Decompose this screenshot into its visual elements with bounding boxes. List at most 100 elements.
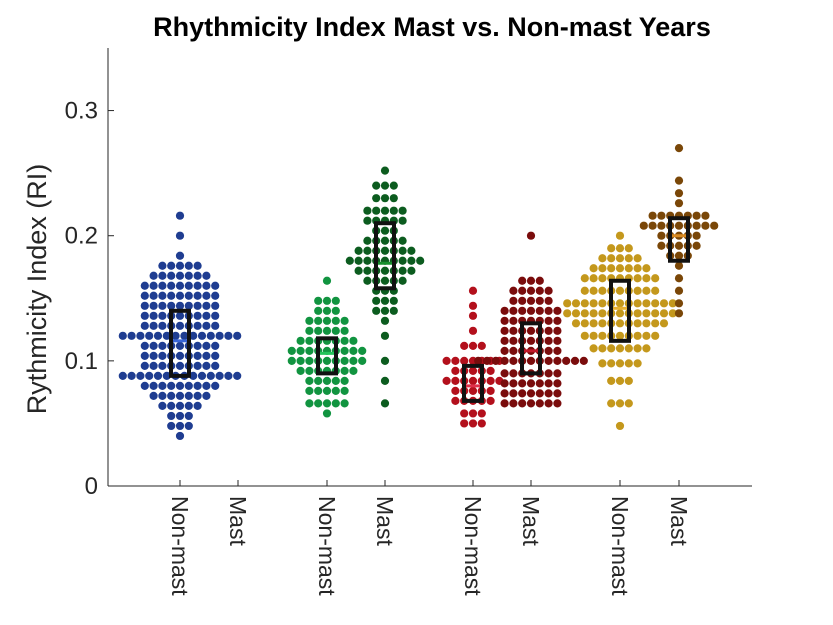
data-point [305,386,314,395]
data-point [692,221,701,230]
data-point [657,241,666,250]
data-point [624,359,633,368]
data-point [296,336,305,345]
data-point [389,306,398,315]
data-point [314,376,323,385]
data-point [175,211,185,220]
data-point [175,261,185,270]
data-point [451,356,460,365]
data-point [589,319,598,328]
data-point [468,341,478,350]
data-point [171,331,180,340]
data-point [149,391,158,400]
data-point [158,321,167,330]
data-point [509,369,518,378]
data-point [624,264,633,273]
data-point [331,376,340,385]
data-point [296,346,305,355]
data-point [615,359,625,368]
data-point [500,399,509,408]
data-point [149,291,158,300]
data-point [175,231,185,240]
data-point [526,276,536,285]
data-point [193,391,202,400]
data-point [526,296,536,305]
data-point [598,264,607,273]
data-point [149,281,158,290]
data-point [322,376,332,385]
data-point [589,309,598,318]
data-point [674,176,684,185]
data-point [544,316,553,325]
swarm-5 [442,286,504,428]
data-point [389,296,398,305]
data-point [314,296,323,305]
data-point [175,381,185,390]
data-point [544,296,553,305]
data-point [598,331,607,340]
data-point [158,291,167,300]
data-point [451,386,460,395]
data-point [349,346,358,355]
data-point [184,391,193,400]
data-point [175,301,185,310]
data-point [331,316,340,325]
iqr-box [668,216,690,263]
data-point [407,246,416,255]
data-point [193,301,202,310]
data-point [184,421,193,431]
data-point [175,311,185,320]
data-point [322,296,332,305]
data-point [202,321,211,330]
data-point [633,319,642,328]
data-point [589,264,598,273]
data-point [193,381,202,390]
data-point [553,326,562,335]
data-point [518,379,527,388]
iqr-box [609,278,631,343]
data-point [500,326,509,335]
x-tick-label: Non-mast [460,496,486,596]
data-point [380,166,390,175]
data-point [158,301,167,310]
data-point [363,236,372,245]
data-point [193,321,202,330]
data-point [175,321,185,330]
data-point [633,274,642,283]
data-point [340,316,349,325]
data-point [633,309,642,318]
data-point [167,281,176,290]
data-point [314,316,323,325]
data-point [642,309,651,318]
data-point [451,376,460,385]
data-point [162,371,171,380]
data-point [509,336,518,345]
data-point [167,401,176,411]
data-point [167,271,176,280]
data-point [642,286,651,295]
data-point [486,386,495,395]
data-point [500,346,509,355]
data-point [509,326,518,335]
data-point [500,336,509,345]
data-point [331,386,340,395]
data-point [363,206,372,215]
data-point [224,371,233,380]
data-point [380,236,390,245]
data-point [322,409,332,418]
data-point [140,341,149,350]
data-point [642,264,651,273]
data-point [509,399,518,408]
data-point [149,271,158,280]
data-point [468,311,478,320]
data-point [598,274,607,283]
data-point [407,266,416,275]
data-point [354,266,363,275]
data-point [657,221,666,230]
data-point [642,331,651,340]
data-point [535,379,544,388]
data-point [674,221,684,230]
x-tick-label: Non-mast [167,496,193,596]
data-point [580,309,589,318]
data-point [624,254,633,263]
